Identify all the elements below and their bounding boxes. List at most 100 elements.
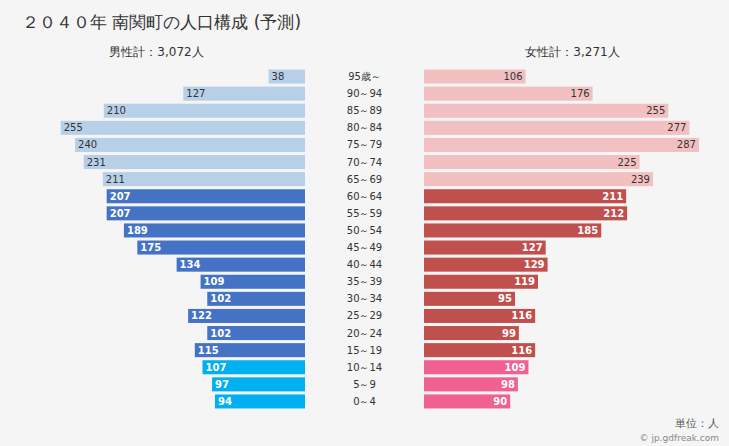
bar — [104, 104, 305, 118]
chart-root: ２０４０年 南関町の人口構成 (予測)95歳～90～9485～8980～8475… — [0, 0, 729, 446]
data-label: 94 — [218, 396, 232, 407]
data-label: 107 — [205, 362, 226, 373]
bar — [424, 241, 546, 255]
series-total-label: 女性計：3,271人 — [525, 45, 619, 59]
age-label: 95歳～ — [348, 71, 381, 82]
bar — [424, 121, 689, 135]
data-label: 115 — [198, 345, 219, 356]
age-label: 90～94 — [347, 88, 382, 99]
bar — [424, 377, 518, 391]
age-label: 55～59 — [347, 208, 382, 219]
bar — [207, 326, 305, 340]
data-label: 134 — [180, 259, 201, 270]
bar — [195, 343, 305, 357]
data-label: 119 — [514, 276, 535, 287]
age-label: 60～64 — [347, 191, 382, 202]
data-label: 102 — [210, 328, 231, 339]
data-label: 207 — [110, 191, 131, 202]
data-label: 212 — [603, 208, 624, 219]
bar — [137, 241, 305, 255]
data-label: 176 — [571, 88, 590, 99]
bar — [201, 275, 305, 289]
age-label: 70～74 — [347, 157, 382, 168]
data-label: 129 — [524, 259, 545, 270]
data-label: 189 — [127, 225, 148, 236]
bar — [424, 138, 699, 152]
bars — [61, 70, 305, 409]
background — [0, 0, 729, 446]
bar — [177, 258, 305, 272]
data-label: 175 — [140, 242, 161, 253]
bar — [124, 223, 305, 237]
age-label: 85～89 — [347, 105, 382, 116]
bar — [424, 309, 535, 323]
bar — [424, 70, 526, 84]
data-label: 99 — [502, 328, 516, 339]
bar — [424, 394, 510, 408]
annotation: © jp.gdfreak.com — [640, 433, 719, 443]
data-labels: 1061762552772872252392112121851271291199… — [493, 71, 696, 407]
data-label: 38 — [272, 71, 285, 82]
bar — [424, 258, 548, 272]
data-label: 211 — [106, 174, 125, 185]
age-label: 75～79 — [347, 139, 382, 150]
data-label: 210 — [107, 105, 126, 116]
bar — [202, 360, 305, 374]
age-label: 0～4 — [353, 396, 376, 407]
age-label: 5～9 — [353, 379, 376, 390]
bar — [424, 87, 593, 101]
data-label: 97 — [215, 379, 229, 390]
age-label: 20～24 — [347, 328, 382, 339]
chart-title: ２０４０年 南関町の人口構成 (予測) — [22, 12, 301, 32]
data-label: 225 — [617, 157, 636, 168]
bar — [107, 206, 305, 220]
age-label: 50～54 — [347, 225, 382, 236]
data-label: 116 — [511, 310, 532, 321]
age-label: 30～34 — [347, 293, 382, 304]
age-label: 65～69 — [347, 174, 382, 185]
age-label: 45～49 — [347, 242, 382, 253]
data-label: 239 — [631, 174, 650, 185]
data-label: 122 — [191, 310, 212, 321]
data-label: 231 — [87, 157, 106, 168]
data-label: 109 — [204, 276, 225, 287]
bar — [424, 104, 668, 118]
bar — [207, 292, 305, 306]
bar — [183, 87, 305, 101]
bar — [424, 360, 528, 374]
age-label: 25～29 — [347, 310, 382, 321]
data-label: 90 — [493, 396, 507, 407]
data-label: 116 — [511, 345, 532, 356]
bar — [107, 189, 305, 203]
bar — [269, 70, 305, 84]
bar — [424, 343, 535, 357]
bar — [424, 223, 601, 237]
bars — [424, 70, 699, 409]
data-label: 102 — [210, 293, 231, 304]
data-label: 255 — [64, 122, 83, 133]
data-label: 127 — [522, 242, 543, 253]
series-total-label: 男性計：3,072人 — [109, 45, 203, 59]
data-label: 240 — [78, 139, 97, 150]
age-label: 35～39 — [347, 276, 382, 287]
bar — [215, 394, 305, 408]
bar — [84, 155, 305, 169]
data-label: 98 — [501, 379, 515, 390]
bar — [103, 172, 305, 186]
bar — [424, 292, 515, 306]
data-labels: 38 127 210 255 240 231211 207 207 189 175 134109 10… — [64, 71, 285, 407]
data-label: 95 — [498, 293, 512, 304]
bar — [212, 377, 305, 391]
age-label: 40～44 — [347, 259, 382, 270]
age-label: 10～14 — [347, 362, 382, 373]
age-label: 15～19 — [347, 345, 382, 356]
data-label: 211 — [602, 191, 623, 202]
data-label: 277 — [667, 122, 686, 133]
annotation: 単位：人 — [675, 417, 719, 430]
data-label: 127 — [186, 88, 205, 99]
data-label: 207 — [110, 208, 131, 219]
bar — [188, 309, 305, 323]
data-label: 287 — [677, 139, 696, 150]
bar — [424, 206, 627, 220]
bar — [424, 275, 538, 289]
